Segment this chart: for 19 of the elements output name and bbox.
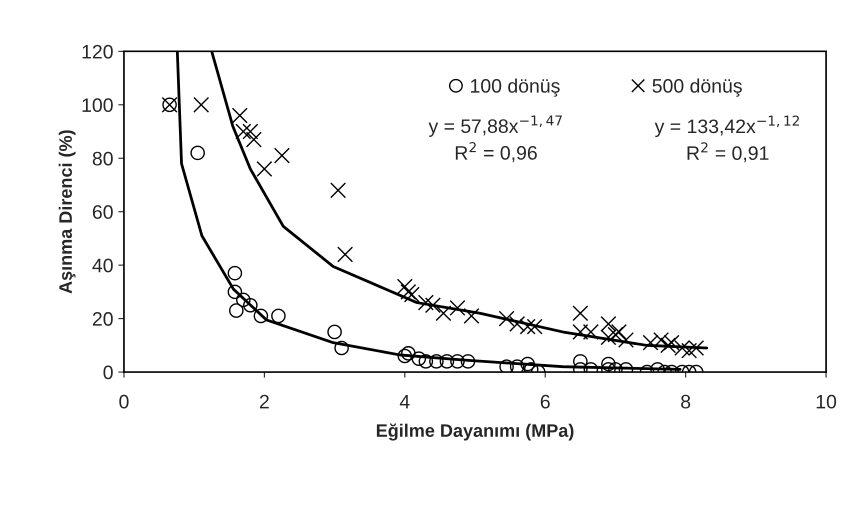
y-tick-label: 100 [82,98,113,112]
x-tick-label: 6 [540,394,550,409]
x-tick-label: 0 [119,394,129,409]
y-tick-label: 0 [103,366,113,380]
x-tick-label: 4 [400,394,410,408]
y-tick-label: 120 [82,44,113,59]
legend-label: 500 dönüş [652,78,742,97]
y-axis-title: Aşınma Direnci (%) [58,130,76,294]
text: y = 133,42x$^{−1,12}$ R$^{2}$ = 0,91 [654,115,799,162]
y-tick-label: 60 [92,205,113,219]
x-tick-label: 8 [681,394,690,409]
x-tick-label: 2 [260,394,269,408]
y-tick-label: 80 [92,152,113,166]
y-tick-label: 20 [92,312,113,326]
x-tick-label: 10 [816,394,836,409]
x-axis-title: Eğilme Dayanımı (MPa) [376,424,574,441]
text: y = 57,88x$^{−1,47}$ R$^{2}$ = 0,96 [428,115,562,162]
legend-label: 100 dönüş [471,78,560,97]
y-tick-label: 40 [92,258,113,272]
